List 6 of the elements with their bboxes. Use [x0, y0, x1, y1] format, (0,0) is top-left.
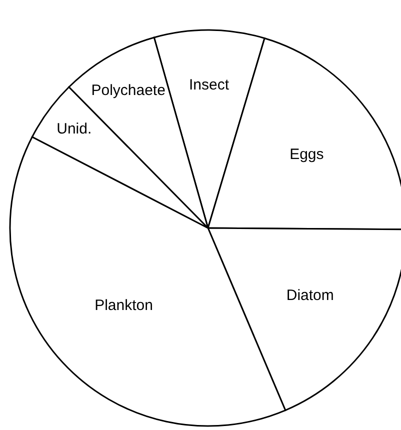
slice-label: Plankton — [94, 296, 153, 314]
slice-label: Eggs — [290, 146, 324, 163]
slice-label: Insect — [188, 76, 230, 94]
slice-label: Diatom — [286, 287, 334, 304]
slice-label: Unid. — [56, 120, 92, 138]
slice-label: Polychaete — [91, 82, 166, 100]
